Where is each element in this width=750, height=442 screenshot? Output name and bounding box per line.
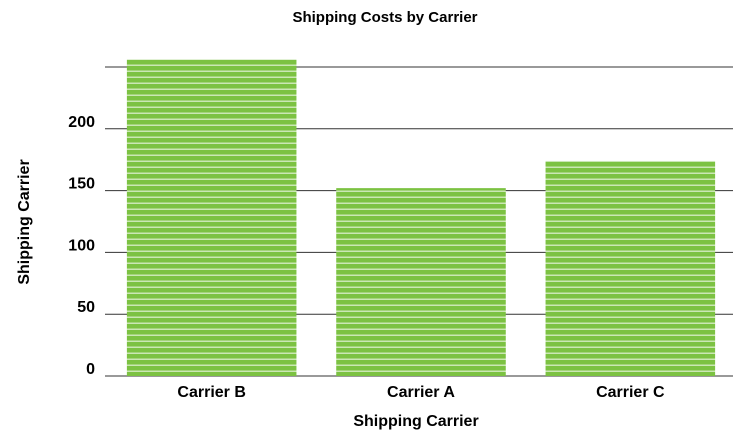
y-axis-label: Shipping Carrier: [16, 159, 33, 284]
bars: [126, 59, 716, 377]
bar-carrier-c: [545, 160, 716, 376]
y-tick-label: 100: [68, 237, 95, 254]
chart-title: Shipping Costs by Carrier: [292, 9, 477, 26]
bar-carrier-b: [126, 59, 297, 377]
y-tick-label: 50: [77, 299, 95, 316]
y-axis-ticks: 0 50 100 150 200: [68, 114, 95, 378]
x-tick-label: Carrier C: [596, 384, 665, 401]
y-tick-label: 0: [86, 361, 95, 378]
x-tick-label: Carrier A: [387, 384, 455, 401]
bar-carrier-a: [336, 188, 506, 376]
x-axis-label: Shipping Carrier: [353, 413, 478, 430]
x-tick-label: Carrier B: [177, 384, 245, 401]
y-tick-label: 200: [68, 114, 95, 131]
x-axis-ticks: Carrier B Carrier A Carrier C: [177, 384, 665, 401]
y-tick-label: 150: [68, 176, 95, 193]
